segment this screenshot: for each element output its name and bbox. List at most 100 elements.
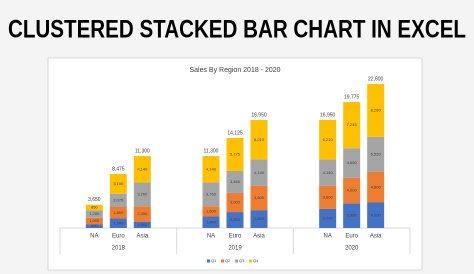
group-label: 2019 xyxy=(228,246,242,252)
value-label: 4,650 xyxy=(347,160,358,165)
legend-swatch xyxy=(235,259,238,263)
value-label: 1,800 xyxy=(113,210,124,215)
page-heading: CLUSTERED STACKED BAR CHART IN EXCEL xyxy=(8,16,466,44)
total-label: 3,650 xyxy=(88,197,101,203)
value-label: 6,210 xyxy=(254,137,265,142)
legend-label: Q3 xyxy=(239,258,245,263)
bar-segment xyxy=(109,174,127,194)
bar-segment xyxy=(367,171,385,203)
bar-segment xyxy=(202,206,220,217)
bar-segment xyxy=(109,218,127,228)
value-label: 4,000 xyxy=(371,212,382,217)
chart-title: Sales By Region 2018 - 2020 xyxy=(189,67,280,74)
total-label: 11,300 xyxy=(135,148,150,154)
value-label: 3,450 xyxy=(230,179,241,184)
total-label: 16,950 xyxy=(251,112,267,118)
x-tick-label: Asia xyxy=(253,234,265,240)
bar-segment xyxy=(202,216,220,228)
bar-segment xyxy=(85,204,103,211)
value-label: 1,000 xyxy=(89,218,100,223)
total-label: 14,125 xyxy=(227,130,243,136)
value-label: 2,800 xyxy=(254,216,265,221)
bar-segment xyxy=(133,182,151,207)
value-label: 850 xyxy=(91,205,98,210)
bar-segment xyxy=(343,148,361,178)
legend-swatch xyxy=(221,259,224,263)
group-label: 2018 xyxy=(112,246,126,252)
bar-segment xyxy=(202,156,220,183)
x-tick-label: Asia xyxy=(370,234,382,240)
value-label: 3,880 xyxy=(347,213,358,218)
value-label: 1,800 xyxy=(206,219,217,224)
group-label: 2020 xyxy=(345,246,359,252)
total-label: 16,950 xyxy=(320,112,336,118)
value-label: 3,760 xyxy=(137,191,148,196)
value-label: 3,800 xyxy=(254,195,265,200)
value-label: 4,800 xyxy=(371,184,382,189)
legend-label: Q1 xyxy=(211,258,217,263)
bar-segment xyxy=(202,182,220,207)
bar-segment xyxy=(367,84,385,137)
value-label: 4,000 xyxy=(347,188,358,193)
bar-segment xyxy=(250,210,268,228)
total-label: 8,475 xyxy=(112,166,125,172)
value-label: 2,500 xyxy=(230,217,241,222)
value-label: 1,000 xyxy=(137,222,148,227)
x-tick-label: Euro xyxy=(345,234,358,240)
value-label: 4,140 xyxy=(254,170,265,175)
value-label: 7,245 xyxy=(347,122,358,127)
value-label: 6,210 xyxy=(323,137,334,142)
bar-segment xyxy=(85,210,103,218)
value-label: 4,140 xyxy=(137,166,148,171)
bar-segment xyxy=(343,102,361,149)
value-label: 3,000 xyxy=(323,216,334,221)
total-label: 22,600 xyxy=(368,76,384,82)
value-label: 2,075 xyxy=(113,197,124,202)
value-label: 3,000 xyxy=(230,200,241,205)
bar-segment xyxy=(226,138,244,171)
value-label: 3,760 xyxy=(206,191,217,196)
value-label: 8,280 xyxy=(371,107,382,112)
legend-swatch xyxy=(249,259,252,263)
value-label: 600 xyxy=(91,223,98,228)
value-label: 4,140 xyxy=(323,170,334,175)
bar-segment xyxy=(133,206,151,222)
bar-segment xyxy=(367,136,385,172)
x-tick-label: Euro xyxy=(229,234,242,240)
value-label: 4,140 xyxy=(206,166,217,171)
value-label: 1,600 xyxy=(206,208,217,213)
value-label: 3,100 xyxy=(113,181,124,186)
x-tick-label: NA xyxy=(207,234,215,240)
bar-segment xyxy=(250,120,268,160)
legend-swatch xyxy=(207,259,210,263)
x-tick-label: Euro xyxy=(112,234,125,240)
value-label: 2,400 xyxy=(137,211,148,216)
value-label: 1,500 xyxy=(113,220,124,225)
bar-segment xyxy=(133,221,151,228)
bar-segment xyxy=(319,120,337,160)
x-tick-label: Asia xyxy=(136,234,148,240)
x-tick-label: NA xyxy=(323,234,331,240)
bar-segment xyxy=(367,202,385,228)
bar-segment xyxy=(133,156,151,183)
bar-segment xyxy=(109,206,127,219)
bar-segment xyxy=(226,170,244,193)
value-label: 3,600 xyxy=(323,194,334,199)
bar-segment xyxy=(109,193,127,207)
bar-segment xyxy=(250,159,268,186)
total-label: 11,300 xyxy=(204,148,219,154)
value-label: 5,520 xyxy=(371,151,382,156)
bar-segment xyxy=(319,159,337,186)
bar-segment xyxy=(226,192,244,213)
value-label: 5,175 xyxy=(230,152,241,157)
total-label: 19,775 xyxy=(344,94,360,100)
bar-segment xyxy=(319,185,337,209)
bar-segment xyxy=(319,208,337,228)
bar-segment xyxy=(226,212,244,228)
bar-segment xyxy=(343,177,361,204)
bar-segment xyxy=(343,203,361,228)
legend-label: Q2 xyxy=(225,258,231,263)
value-label: 1,200 xyxy=(89,211,100,216)
bar-segment xyxy=(85,217,103,225)
